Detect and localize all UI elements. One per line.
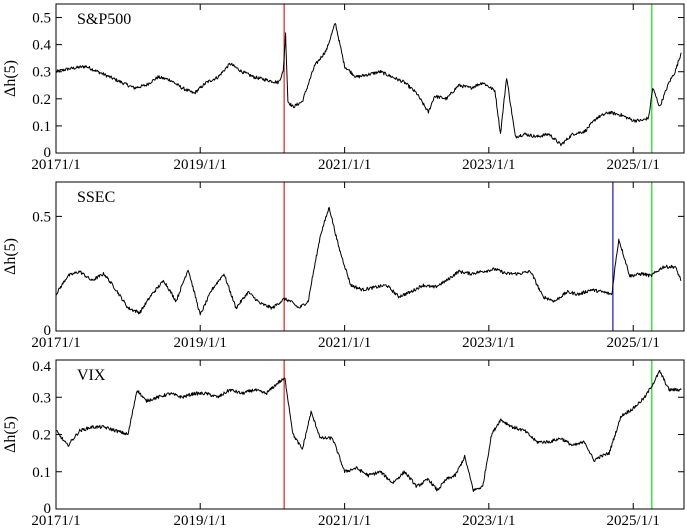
y-tick-label: 0 [44, 145, 52, 161]
y-tick-label: 0.5 [32, 209, 51, 225]
panel-3: 0 0.1 0.2 0.3 0.4 20171/1 2019/1/1 2021/1/1 2023… [2, 359, 685, 529]
x-tick-label: 2021/1/1 [318, 513, 371, 529]
panel-label: SSEC [77, 189, 115, 206]
y-tick-label: 0 [44, 323, 52, 339]
x-tick-label: 2023/1/1 [462, 513, 515, 529]
y-tick-label: 0.1 [32, 119, 51, 135]
plot-frame [55, 359, 685, 510]
chart-panels: 0 0.1 0.2 0.3 0.4 0.5 20171/1 2019/1/1 2021/1/1 2… [2, 3, 685, 529]
y-tick-label: 0.2 [32, 92, 51, 108]
y-tick-label: 0 [44, 501, 52, 517]
y-tick-label: 0.4 [32, 38, 51, 54]
y-axis-title: Δh(5) [2, 416, 19, 453]
x-tick-label: 20171/1 [31, 335, 80, 351]
x-tick-label: 2023/1/1 [462, 157, 515, 173]
x-tick-label: 2025/1/1 [607, 335, 660, 351]
series-line-1 [56, 369, 682, 493]
y-axis-title: Δh(5) [2, 60, 19, 97]
x-tick-label: 20171/1 [31, 157, 80, 173]
x-tick-label: 2019/1/1 [174, 513, 227, 529]
plot-frame [55, 3, 685, 154]
y-tick-label: 0.3 [32, 65, 51, 81]
y-tick-label: 0.1 [32, 465, 51, 481]
x-tick-label: 2021/1/1 [318, 157, 371, 173]
series-line-1 [56, 206, 682, 316]
x-tick-label: 2025/1/1 [607, 157, 660, 173]
y-tick-label: 0.4 [32, 359, 51, 375]
panel-2: 0 0.5 20171/1 2019/1/1 2021/1/1 2023/1/1 2025/… [2, 181, 685, 351]
y-axis-title: Δh(5) [2, 238, 19, 275]
x-tick-label: 20171/1 [31, 513, 80, 529]
y-tick-label: 0.5 [32, 11, 51, 27]
y-tick-label: 0.3 [32, 390, 51, 406]
x-tick-label: 2021/1/1 [318, 335, 371, 351]
panel-1: 0 0.1 0.2 0.3 0.4 0.5 20171/1 2019/1/1 2021/1/1 2… [2, 3, 685, 173]
y-tick-label: 0.2 [32, 428, 51, 444]
plot-frame [55, 181, 685, 332]
x-tick-label: 2025/1/1 [607, 513, 660, 529]
panel-label: S&P500 [77, 11, 131, 28]
x-tick-label: 2019/1/1 [174, 335, 227, 351]
x-tick-label: 2019/1/1 [174, 157, 227, 173]
x-tick-label: 2023/1/1 [462, 335, 515, 351]
series-line-1 [56, 23, 682, 147]
panel-label: VIX [77, 367, 106, 384]
